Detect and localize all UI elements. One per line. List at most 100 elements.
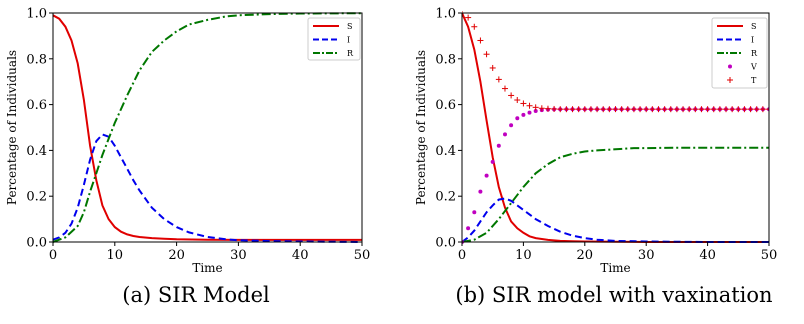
series-t-point (716, 106, 723, 113)
series-t-point (643, 106, 650, 113)
series-r-line (53, 12, 362, 243)
series-t-point (600, 106, 607, 113)
y-tick-label: 0.0 (26, 236, 47, 251)
series-t-point (520, 100, 527, 107)
series-v-point (509, 123, 514, 128)
y-tick-label: 0.8 (435, 52, 456, 67)
axes-frame (461, 12, 770, 243)
series-t-point (735, 106, 742, 113)
series-t-point (753, 106, 760, 113)
figure-caption: (b) SIR model with vaxination (455, 283, 772, 307)
series-t-point (465, 14, 472, 21)
series-i-line (462, 197, 769, 243)
series-t-point (551, 105, 558, 112)
x-tick-label: 10 (107, 248, 124, 263)
x-tick-label: 10 (515, 248, 532, 263)
series-t-point (569, 106, 576, 113)
y-axis-label: Percentage of Individuals (5, 50, 19, 205)
y-tick-label: 1.0 (435, 7, 456, 22)
y-tick-label: 0.8 (26, 52, 47, 67)
series-t-point (655, 106, 662, 113)
series-s-line (53, 14, 362, 241)
series-v-point (490, 159, 495, 164)
legend-item-s: S (313, 22, 352, 31)
x-tick-label: 30 (638, 248, 655, 263)
legend-item-i: I (717, 36, 754, 45)
series-v-point (484, 173, 489, 178)
series-t-point (489, 64, 496, 71)
series-t-point (741, 106, 748, 113)
y-tick-label: 0.6 (26, 98, 47, 113)
y-tick-label: 0.2 (435, 190, 456, 205)
x-tick-label: 30 (230, 248, 247, 263)
series-v-point (503, 132, 507, 137)
series-t-point (630, 106, 637, 113)
axes-frame (52, 12, 363, 243)
x-tick-label: 50 (354, 248, 371, 263)
x-tick-label: 0 (458, 248, 466, 263)
series-t-point (673, 106, 680, 113)
series-t-point (477, 37, 484, 44)
legend-label: T (751, 76, 757, 85)
series-t-point (698, 106, 705, 113)
legend-label: S (347, 22, 352, 31)
series-t-point (501, 85, 508, 92)
y-axis-label: Percentage of Individuals (414, 50, 428, 205)
x-tick-label: 0 (49, 248, 57, 263)
series-t-point (532, 104, 539, 111)
series-t-point (495, 76, 502, 83)
series-t-point (704, 106, 711, 113)
y-tick-label: 0.6 (435, 98, 456, 113)
series-t-point (680, 106, 687, 113)
panel-sir-vaccination: 0 10 20 30 40 50 0.0 0.2 0.4 0.6 0.8 1.0 Time Percent… (414, 7, 777, 308)
series-t-point (637, 106, 644, 113)
series-t-point (581, 106, 588, 113)
legend-item-i: I (313, 36, 350, 45)
x-tick-label: 20 (577, 248, 594, 263)
legend-item-r: R (313, 49, 354, 58)
series-r-line (462, 146, 769, 243)
series-t-point (483, 51, 490, 58)
legend-item-s: S (717, 22, 756, 31)
series-t-point (514, 97, 521, 104)
series-t-point (612, 106, 619, 113)
legend-label: S (751, 22, 756, 31)
series-t-point (594, 106, 601, 113)
series-v-point (496, 143, 501, 148)
series-i-line (53, 133, 362, 243)
legend-label: V (750, 63, 757, 72)
series-t-point (575, 106, 582, 113)
series-v-point (466, 226, 471, 231)
series-t-point (710, 106, 717, 113)
x-tick-label: 40 (699, 248, 716, 263)
series-t-point (526, 102, 533, 109)
series-t-point (544, 105, 551, 112)
series-t-point (723, 106, 730, 113)
series-t-point (471, 23, 478, 30)
series-v-point (527, 110, 532, 115)
series-t-point (686, 106, 693, 113)
legend-item-v: V (728, 63, 757, 72)
series-v-point (521, 112, 526, 117)
figure-caption: (a) SIR Model (122, 283, 270, 307)
series-t-point (618, 106, 625, 113)
y-tick-label: 0.0 (435, 236, 456, 251)
y-tick-label: 1.0 (26, 7, 47, 22)
series-t-point (606, 106, 613, 113)
y-tick-label: 0.2 (26, 190, 47, 205)
y-tick-label: 0.4 (435, 144, 456, 159)
series-t-point (508, 92, 515, 99)
plot-area (53, 12, 362, 243)
legend: SIR (307, 17, 361, 61)
series-v-point (478, 189, 483, 194)
y-tick-label: 0.4 (26, 144, 47, 159)
series-t-point (563, 106, 570, 113)
series-t-point (624, 106, 631, 113)
legend-item-t: T (727, 76, 757, 85)
series-v-point (472, 210, 477, 215)
series-v-point (533, 109, 538, 113)
series-t-point (661, 106, 668, 113)
series-t-point (557, 106, 564, 113)
legend-label: R (347, 49, 354, 58)
